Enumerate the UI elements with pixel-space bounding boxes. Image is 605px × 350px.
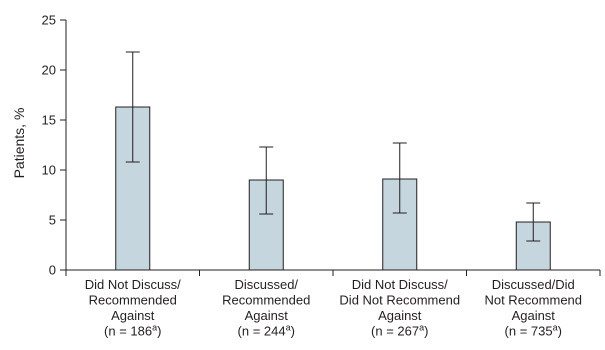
category-label-line: Against	[512, 308, 556, 323]
y-axis: 0 5 10 15 20 25	[42, 13, 67, 278]
category-label-line: Recommended	[222, 293, 310, 308]
y-tick-label: 20	[42, 63, 56, 78]
category-label-line: Did Not Discuss/	[352, 277, 448, 292]
y-tick-label: 15	[42, 113, 56, 128]
x-axis	[65, 269, 601, 276]
category-label-line: Not Recommend	[484, 293, 582, 308]
y-tick-label: 5	[49, 213, 56, 228]
category-n-label: (n = 244a)	[238, 323, 295, 339]
error-bars-group	[125, 51, 541, 242]
y-axis-title: Patients, %	[11, 108, 27, 179]
category-label-line: Against	[378, 308, 422, 323]
category-label-line: Recommended	[89, 293, 177, 308]
category-n-label: (n = 267a)	[371, 323, 428, 339]
category-label-line: Did Not Recommend	[339, 293, 460, 308]
category-label-line: Against	[245, 308, 289, 323]
y-tick-label: 0	[49, 263, 56, 278]
y-tick-label: 10	[42, 163, 56, 178]
category-label-line: Discussed/Did	[492, 277, 575, 292]
category-label-line: Did Not Discuss/	[85, 277, 181, 292]
y-tick-label: 25	[42, 13, 56, 28]
category-n-label: (n = 186a)	[104, 323, 161, 339]
bars-group	[115, 106, 551, 271]
category-n-label: (n = 735a)	[505, 323, 562, 339]
category-label-line: Against	[111, 308, 155, 323]
category-label-line: Discussed/	[234, 277, 298, 292]
